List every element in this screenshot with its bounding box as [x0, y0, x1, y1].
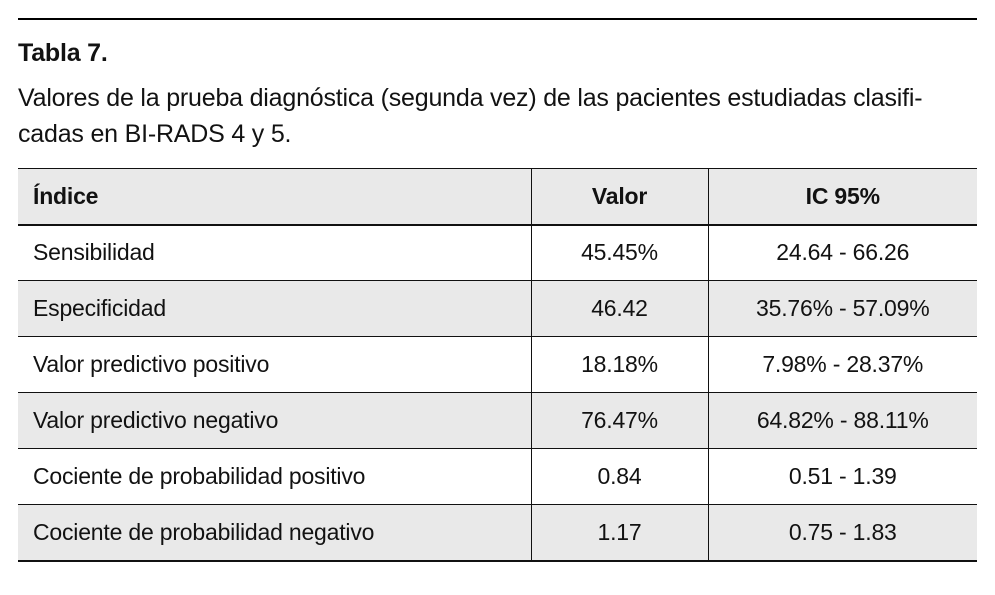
table-header: Índice Valor IC 95% — [18, 168, 977, 226]
cell-valor: 1.17 — [531, 504, 709, 561]
table-body: Sensibilidad 45.45% 24.64 - 66.26 Especi… — [18, 224, 977, 561]
table-row: Valor predictivo positivo 18.18% 7.98% -… — [18, 336, 977, 393]
cell-ic: 35.76% - 57.09% — [708, 280, 977, 337]
cell-valor: 76.47% — [531, 392, 709, 449]
table-row: Especificidad 46.42 35.76% - 57.09% — [18, 280, 977, 337]
table-title: Tabla 7. — [18, 39, 108, 67]
caption-line-2: cadas en BI-RADS 4 y 5. — [18, 120, 292, 148]
cell-indice: Sensibilidad — [18, 224, 532, 281]
cell-indice: Cociente de probabilidad negativo — [18, 504, 532, 561]
cell-ic: 0.75 - 1.83 — [708, 504, 977, 561]
cell-valor: 18.18% — [531, 336, 709, 393]
col-header-valor: Valor — [531, 168, 709, 226]
cell-ic: 7.98% - 28.37% — [708, 336, 977, 393]
cell-ic: 0.51 - 1.39 — [708, 448, 977, 505]
table-caption: Valores de la prueba diagnóstica (segund… — [18, 80, 980, 152]
header-row: Índice Valor IC 95% — [18, 168, 977, 226]
table-row: Cociente de probabilidad positivo 0.84 0… — [18, 448, 977, 505]
page-top-rule — [18, 18, 977, 20]
cell-indice: Valor predictivo positivo — [18, 336, 532, 393]
col-header-ic95: IC 95% — [708, 168, 977, 226]
table-row: Cociente de probabilidad negativo 1.17 0… — [18, 504, 977, 561]
diagnostic-values-table: Índice Valor IC 95% Sensibilidad 45.45% … — [18, 168, 977, 562]
caption-line-1: Valores de la prueba diagnóstica (segund… — [18, 84, 923, 112]
cell-indice: Especificidad — [18, 280, 532, 337]
cell-valor: 0.84 — [531, 448, 709, 505]
col-header-indice: Índice — [18, 168, 532, 226]
cell-ic: 24.64 - 66.26 — [708, 224, 977, 281]
cell-valor: 45.45% — [531, 224, 709, 281]
cell-indice: Valor predictivo negativo — [18, 392, 532, 449]
cell-valor: 46.42 — [531, 280, 709, 337]
cell-indice: Cociente de probabilidad positivo — [18, 448, 532, 505]
cell-ic: 64.82% - 88.11% — [708, 392, 977, 449]
table-row: Sensibilidad 45.45% 24.64 - 66.26 — [18, 224, 977, 281]
table-row: Valor predictivo negativo 76.47% 64.82% … — [18, 392, 977, 449]
